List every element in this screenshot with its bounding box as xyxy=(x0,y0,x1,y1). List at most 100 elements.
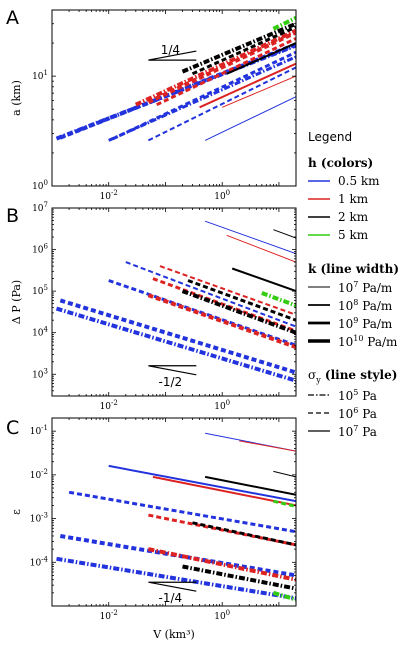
series-line-b-3 xyxy=(125,261,296,328)
x-tick-label: 100 xyxy=(214,189,230,202)
legend-h-row: 0.5 km xyxy=(308,172,415,190)
legend-h-row: 1 km xyxy=(308,190,415,208)
series-line-b-4 xyxy=(204,220,296,255)
series-line-a-7 xyxy=(147,30,296,104)
series-line-a-13 xyxy=(226,42,296,75)
y-tick-label: 10-2 xyxy=(30,468,48,481)
legend-label: 107 Pa xyxy=(338,423,377,439)
series-line-b-9 xyxy=(181,289,296,335)
y-tick-label: 103 xyxy=(32,367,48,380)
y-tick-label: 10-3 xyxy=(30,512,48,525)
series-line-c-8 xyxy=(239,440,296,452)
legend-swatch xyxy=(308,180,330,182)
series-line-c-6 xyxy=(148,513,296,547)
panel-a: A 10-2 100 100 101 a (km) 1/4 xyxy=(6,7,297,202)
series-line-a-3 xyxy=(112,50,296,140)
series-line-b-6 xyxy=(152,277,296,333)
y-axis-label: ε xyxy=(10,509,23,515)
series-group xyxy=(55,220,296,383)
legend-sigma-title: σy (line style) xyxy=(308,368,415,384)
slope-triangle xyxy=(148,365,197,376)
legend-swatch xyxy=(308,198,330,200)
legend-k-row: 107 Pa/m xyxy=(308,278,415,296)
axes-frame xyxy=(51,207,297,397)
x-tick-label: 100 xyxy=(214,609,230,622)
series-line-c-7 xyxy=(152,475,296,507)
series-group xyxy=(55,16,296,142)
legend-title: Legend xyxy=(308,130,353,144)
legend-sigma-sub: y xyxy=(316,375,321,385)
series-line-c-2 xyxy=(68,490,296,534)
y-axis-label: Δ P (Pa) xyxy=(10,280,23,324)
legend-label: 106 Pa xyxy=(338,405,377,421)
series-line-c-0 xyxy=(56,556,296,601)
legend-sigma-row: 105 Pa xyxy=(308,386,415,404)
series-line-c-14 xyxy=(273,499,296,508)
slope-triangle xyxy=(148,581,197,592)
legend-swatch xyxy=(308,286,330,288)
axes-frame xyxy=(51,9,297,187)
slope-label: -1/4 xyxy=(159,591,183,605)
series-line-c-11 xyxy=(204,475,296,496)
panel-letter: C xyxy=(6,417,19,439)
y-axis-label: a (km) xyxy=(10,80,23,116)
x-tick-label: 100 xyxy=(214,399,230,412)
series-line-b-12 xyxy=(273,229,296,239)
panel-letter: A xyxy=(6,7,19,29)
legend-k-row: 108 Pa/m xyxy=(308,296,415,314)
legend-h-row: 5 km xyxy=(308,226,415,244)
legend-h-row: 2 km xyxy=(308,208,415,226)
legend-swatch xyxy=(308,216,330,218)
series-line-a-10 xyxy=(222,75,296,108)
legend-swatch xyxy=(308,304,330,306)
legend-label: 5 km xyxy=(338,228,369,242)
series-line-c-5 xyxy=(147,547,296,582)
x-tick-label: 10-2 xyxy=(100,189,118,202)
legend-label: 1 km xyxy=(338,192,369,206)
y-tick-label: 10-4 xyxy=(30,555,49,568)
y-tick-label: 100 xyxy=(32,179,48,192)
slope-label: -1/2 xyxy=(159,375,183,389)
series-line-b-10 xyxy=(187,279,296,322)
panel-letter: B xyxy=(6,205,19,227)
panel-c: C 10-2 100 10-4 10-3 10-2 10-1 ε V (km³) -1/4 xyxy=(6,417,297,641)
series-line-c-12 xyxy=(273,470,296,478)
series-line-a-11 xyxy=(181,21,296,74)
axes-frame xyxy=(51,417,297,607)
legend-k-items: 107 Pa/m 108 Pa/m 109 Pa/m 1010 Pa/m xyxy=(308,278,415,350)
series-line-b-0 xyxy=(55,306,296,383)
legend-sigma-rest: (line style) xyxy=(320,368,398,382)
panel-b: B 10-2 100 103 104 105 106 107 Δ P (Pa) -1/2 xyxy=(6,201,297,412)
legend-label: 1010 Pa/m xyxy=(338,333,398,349)
legend-h-items: 0.5 km 1 km 2 km 5 km xyxy=(308,172,415,244)
series-line-b-8 xyxy=(226,234,296,263)
series-line-a-5 xyxy=(204,96,296,141)
series-line-b-5 xyxy=(147,293,296,349)
y-tick-label: 105 xyxy=(32,284,48,297)
legend-sigma-row: 107 Pa xyxy=(308,422,415,440)
series-line-c-9 xyxy=(182,564,296,591)
slope-label: 1/4 xyxy=(161,43,180,57)
y-tick-label: 10-1 xyxy=(30,424,48,437)
series-line-b-7 xyxy=(159,265,296,316)
legend-swatch xyxy=(308,339,330,343)
x-tick-label: 10-2 xyxy=(100,609,118,622)
legend-k-title: k (line width) xyxy=(308,262,400,276)
legend-sigma-items: 105 Pa 106 Pa 107 Pa xyxy=(308,386,415,440)
slope-triangle xyxy=(148,50,197,61)
legend-k-row: 109 Pa/m xyxy=(308,314,415,332)
legend: Legend h (colors) 0.5 km 1 km 2 km 5 km k (… xyxy=(308,130,415,440)
series-line-c-13 xyxy=(272,590,296,602)
legend-label: 2 km xyxy=(338,210,369,224)
legend-swatch xyxy=(308,321,330,325)
series-line-b-11 xyxy=(231,267,296,293)
series-line-a-14 xyxy=(272,16,296,31)
legend-label: 105 Pa xyxy=(338,387,377,403)
legend-label: 0.5 km xyxy=(338,174,380,188)
y-tick-label: 104 xyxy=(32,326,48,339)
y-tick-label: 107 xyxy=(32,201,48,214)
series-line-a-8 xyxy=(156,37,296,107)
legend-label: 107 Pa/m xyxy=(338,279,393,295)
legend-swatch xyxy=(308,412,330,415)
